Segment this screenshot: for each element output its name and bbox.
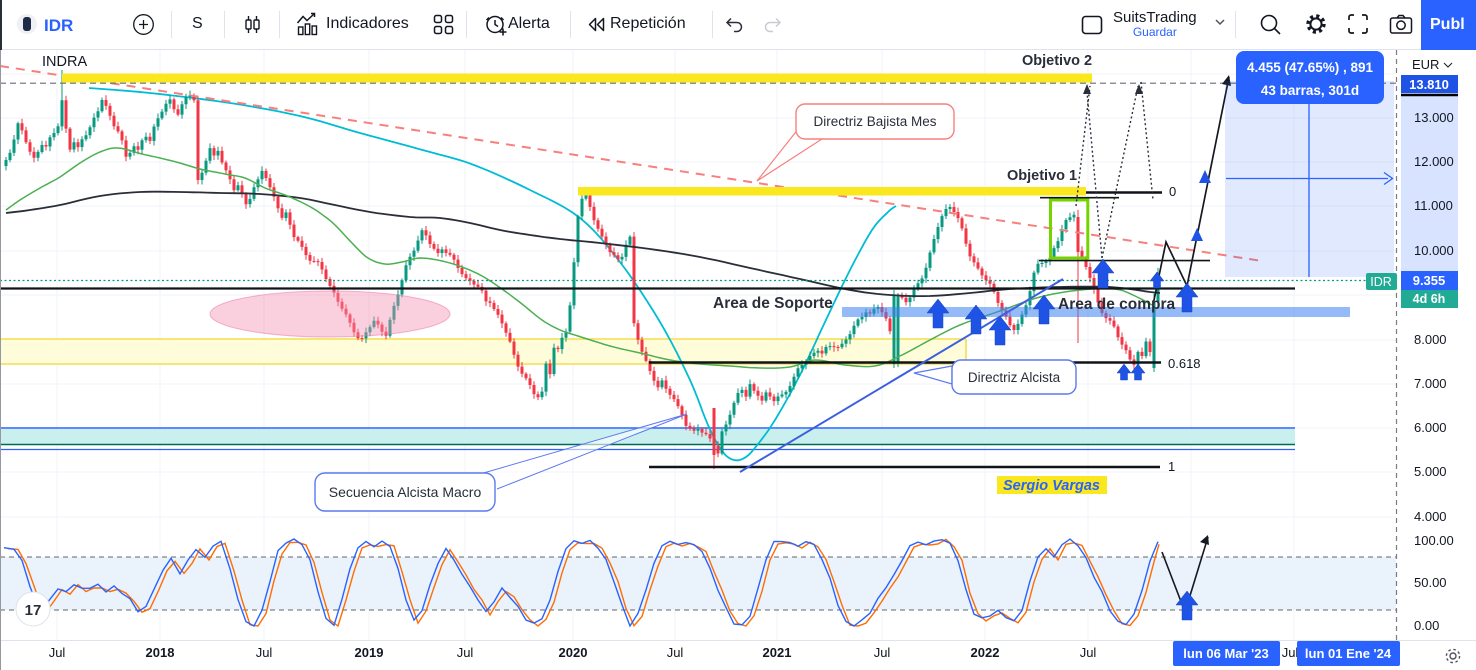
svg-text:13.810: 13.810 (1409, 77, 1449, 92)
svg-text:Directriz Bajista Mes: Directriz Bajista Mes (813, 114, 936, 129)
svg-text:50.00: 50.00 (1414, 575, 1447, 590)
svg-text:EUR: EUR (1412, 57, 1439, 72)
svg-text:Jul: Jul (457, 645, 474, 660)
svg-text:Objetivo 1: Objetivo 1 (1007, 168, 1077, 184)
svg-text:Jul: Jul (256, 645, 273, 660)
svg-text:8.000: 8.000 (1414, 332, 1447, 347)
svg-text:Jul: Jul (1080, 645, 1097, 660)
svg-text:lun 06 Mar '23: lun 06 Mar '23 (1183, 646, 1268, 661)
svg-text:1: 1 (1168, 459, 1175, 474)
svg-text:INDRA: INDRA (42, 54, 87, 70)
svg-text:Jul: Jul (49, 645, 66, 660)
svg-text:17: 17 (25, 602, 42, 619)
svg-text:4.000: 4.000 (1414, 509, 1447, 524)
svg-text:5.000: 5.000 (1414, 464, 1447, 479)
svg-text:2021: 2021 (763, 645, 792, 660)
svg-text:Jul: Jul (874, 645, 891, 660)
svg-text:Jul: Jul (667, 645, 684, 660)
svg-text:2022: 2022 (971, 645, 1000, 660)
svg-text:0.00: 0.00 (1414, 618, 1439, 633)
svg-text:2020: 2020 (559, 645, 588, 660)
svg-text:Jul: Jul (1282, 645, 1299, 660)
svg-text:6.000: 6.000 (1414, 420, 1447, 435)
svg-text:13.000: 13.000 (1414, 110, 1454, 125)
svg-text:Secuencia Alcista Macro: Secuencia Alcista Macro (329, 484, 482, 500)
svg-text:Objetivo 2: Objetivo 2 (1022, 53, 1092, 69)
svg-text:4.455 (47.65%) , 891: 4.455 (47.65%) , 891 (1247, 60, 1374, 75)
svg-text:100.00: 100.00 (1414, 533, 1454, 548)
svg-text:4d 6h: 4d 6h (1413, 292, 1446, 306)
svg-text:0: 0 (1169, 184, 1176, 199)
svg-text:IDR: IDR (1370, 275, 1392, 289)
svg-text:9.355: 9.355 (1413, 273, 1446, 288)
svg-text:2019: 2019 (355, 645, 384, 660)
svg-text:7.000: 7.000 (1414, 376, 1447, 391)
svg-text:0.618: 0.618 (1168, 356, 1201, 371)
svg-text:lun 01 Ene '24: lun 01 Ene '24 (1305, 646, 1392, 661)
svg-text:2018: 2018 (146, 645, 175, 660)
svg-text:Area de compra: Area de compra (1058, 296, 1176, 313)
svg-text:43 barras, 301d: 43 barras, 301d (1261, 83, 1359, 98)
svg-text:Area de Soporte: Area de Soporte (713, 295, 833, 312)
svg-text:Directriz Alcista: Directriz Alcista (968, 370, 1061, 385)
svg-text:Sergio Vargas: Sergio Vargas (1003, 478, 1100, 494)
svg-text:12.000: 12.000 (1414, 154, 1454, 169)
svg-text:10.000: 10.000 (1414, 243, 1454, 258)
svg-text:11.000: 11.000 (1414, 198, 1453, 213)
